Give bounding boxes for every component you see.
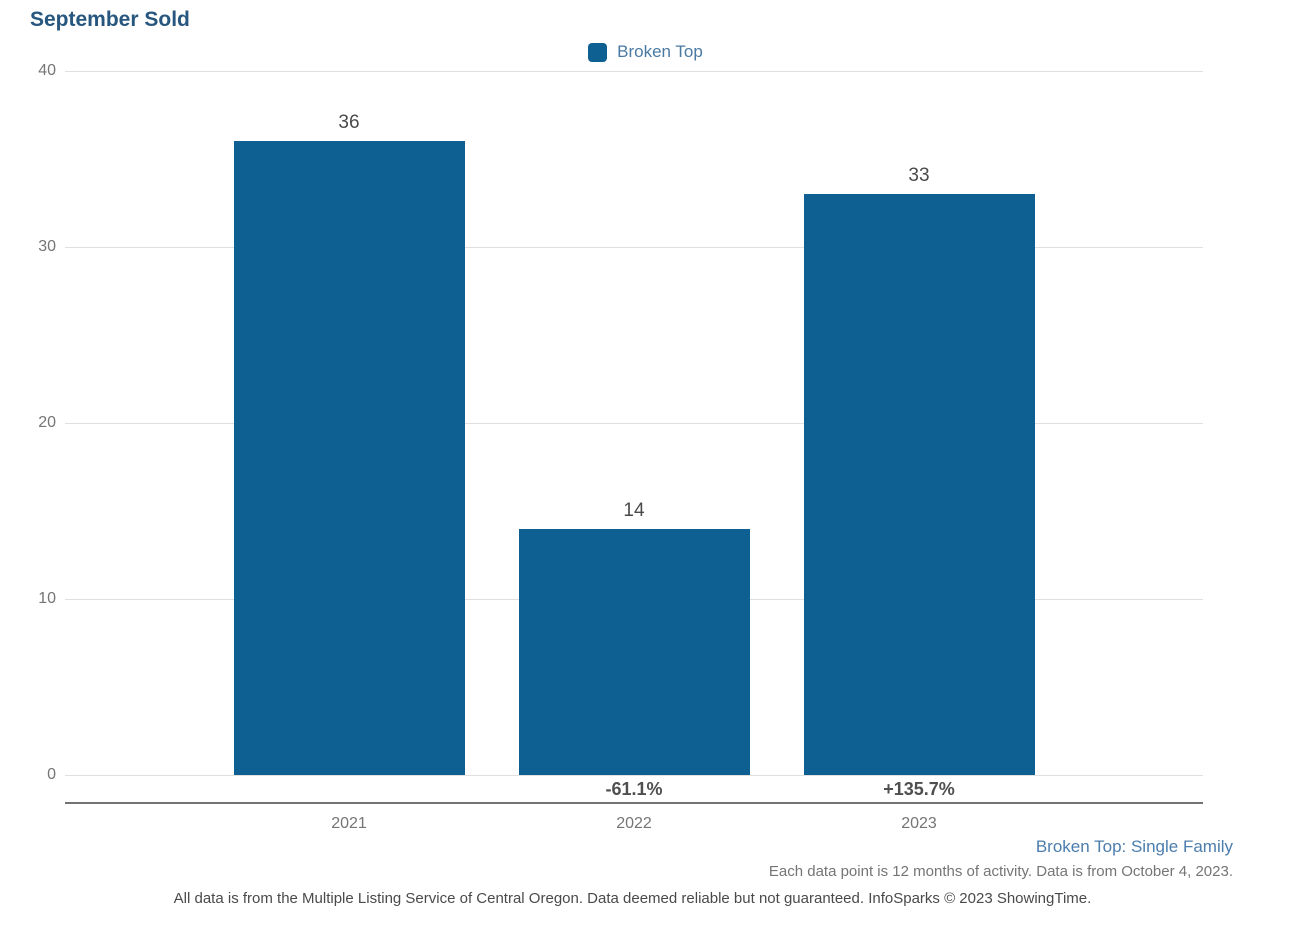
y-tick-label: 10	[38, 590, 56, 607]
bar-value-label: 33	[908, 165, 930, 187]
bar	[803, 194, 1035, 775]
x-tick-label: 2023	[901, 815, 937, 832]
legend-swatch	[588, 42, 608, 62]
plot-area: 36 14 33	[65, 70, 1203, 776]
gridline	[65, 246, 1203, 248]
footer-disclaimer: All data is from the Multiple Listing Se…	[173, 890, 1092, 907]
footer-data-note: Each data point is 12 months of activity…	[768, 863, 1233, 880]
pct-change-label: -61.1%	[605, 779, 663, 799]
bar	[518, 528, 750, 775]
bar-value-label: 36	[338, 112, 360, 134]
chart-title: September Sold	[30, 8, 190, 31]
y-tick-label: 40	[38, 62, 56, 79]
y-tick-label: 30	[38, 238, 56, 255]
gridline	[65, 774, 1203, 776]
pct-change-label: +135.7%	[883, 779, 955, 799]
gridline	[65, 422, 1203, 424]
x-axis-line	[65, 802, 1203, 804]
x-tick-label: 2022	[616, 815, 652, 832]
y-axis: 0 10 20 30 40	[0, 62, 56, 783]
footer-series-note: Broken Top: Single Family	[1035, 837, 1233, 856]
x-tick-label: 2021	[331, 815, 367, 832]
gridline	[65, 70, 1203, 72]
y-tick-label: 0	[47, 766, 56, 783]
y-tick-label: 20	[38, 414, 56, 431]
bar	[233, 141, 465, 775]
bar-value-label: 14	[623, 499, 645, 521]
legend-label: Broken Top	[617, 42, 703, 61]
legend: Broken Top	[0, 42, 1291, 62]
